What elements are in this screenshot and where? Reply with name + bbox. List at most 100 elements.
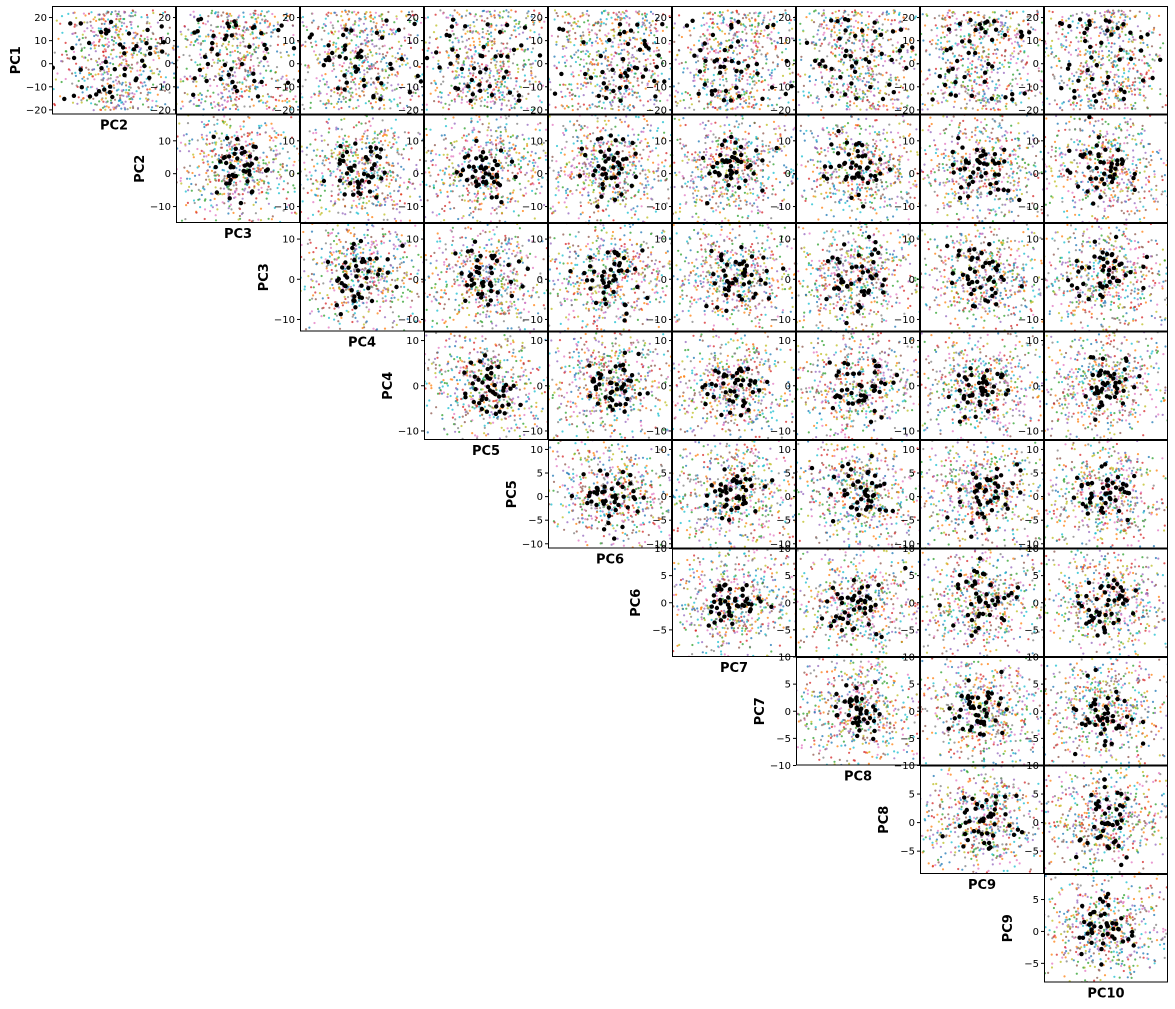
data-point	[247, 70, 249, 72]
data-point	[327, 12, 329, 14]
data-point	[121, 25, 123, 27]
data-point	[155, 38, 157, 40]
highlight-point	[388, 62, 392, 66]
data-point	[209, 78, 211, 80]
data-point	[98, 58, 100, 60]
data-point	[383, 57, 385, 59]
data-point	[821, 15, 823, 17]
data-point	[302, 16, 304, 18]
data-point	[618, 53, 620, 55]
data-point	[237, 57, 239, 59]
data-point	[781, 59, 783, 61]
data-point	[743, 100, 745, 102]
highlight-point	[627, 68, 631, 72]
data-point	[173, 45, 175, 47]
data-point	[886, 105, 888, 107]
data-point	[853, 102, 855, 104]
data-point	[250, 56, 252, 58]
data-point	[839, 32, 841, 34]
data-point	[479, 67, 481, 69]
data-point	[724, 69, 726, 71]
y-tick-label: 10	[282, 36, 295, 47]
data-point	[363, 69, 365, 71]
data-point	[716, 23, 718, 25]
data-point	[334, 31, 336, 33]
data-point	[226, 48, 228, 50]
data-point	[739, 103, 741, 105]
data-point	[484, 72, 486, 74]
data-point	[266, 32, 268, 34]
data-point	[721, 30, 723, 32]
data-point	[728, 39, 730, 41]
data-point	[854, 50, 856, 52]
data-point	[337, 48, 339, 50]
data-point	[900, 102, 902, 104]
data-point	[461, 102, 463, 104]
data-point	[859, 78, 861, 80]
highlight-point	[818, 62, 822, 66]
data-point	[507, 15, 509, 17]
data-point	[346, 37, 348, 39]
data-point	[328, 49, 330, 51]
data-point	[90, 25, 92, 27]
data-point	[689, 30, 691, 32]
data-point	[714, 67, 716, 69]
data-point	[111, 11, 113, 13]
data-point	[878, 28, 880, 30]
data-point	[851, 11, 853, 13]
data-point	[466, 101, 468, 103]
data-point	[848, 40, 850, 42]
data-point	[382, 24, 384, 26]
data-point	[530, 70, 532, 72]
data-point	[190, 32, 192, 34]
data-point	[512, 62, 514, 64]
data-point	[239, 95, 241, 97]
data-point	[466, 10, 468, 12]
data-point	[838, 54, 840, 56]
data-point	[764, 79, 766, 81]
data-point	[707, 106, 709, 108]
data-point	[323, 30, 325, 32]
data-point	[428, 47, 430, 49]
data-point	[842, 47, 844, 49]
data-point	[585, 86, 587, 88]
data-point	[503, 10, 505, 12]
data-point	[567, 22, 569, 24]
data-point	[383, 84, 385, 86]
data-point	[417, 56, 419, 58]
data-point	[293, 78, 295, 80]
data-point	[831, 12, 833, 14]
data-point	[814, 44, 816, 46]
data-point	[115, 107, 117, 109]
data-point	[954, 22, 956, 24]
data-point	[131, 92, 133, 94]
highlight-point	[229, 67, 233, 71]
data-point	[474, 47, 476, 49]
data-point	[189, 14, 191, 16]
data-point	[706, 48, 708, 50]
data-point	[819, 38, 821, 40]
data-point	[677, 10, 679, 12]
data-point	[637, 27, 639, 29]
data-point	[638, 61, 640, 63]
data-point	[629, 82, 631, 84]
data-point	[493, 75, 495, 77]
data-point	[439, 51, 441, 53]
data-point	[661, 95, 663, 97]
data-point	[894, 10, 896, 12]
data-point	[456, 49, 458, 51]
data-point	[126, 26, 128, 28]
data-point	[286, 101, 288, 103]
data-point	[821, 66, 823, 68]
data-point	[93, 18, 95, 20]
data-point	[113, 84, 115, 86]
data-point	[458, 95, 460, 97]
data-point	[842, 63, 844, 65]
data-point	[502, 61, 504, 63]
data-point	[716, 93, 718, 95]
data-point	[471, 104, 473, 106]
data-point	[330, 21, 332, 23]
data-point	[249, 106, 251, 108]
data-point	[123, 12, 125, 14]
